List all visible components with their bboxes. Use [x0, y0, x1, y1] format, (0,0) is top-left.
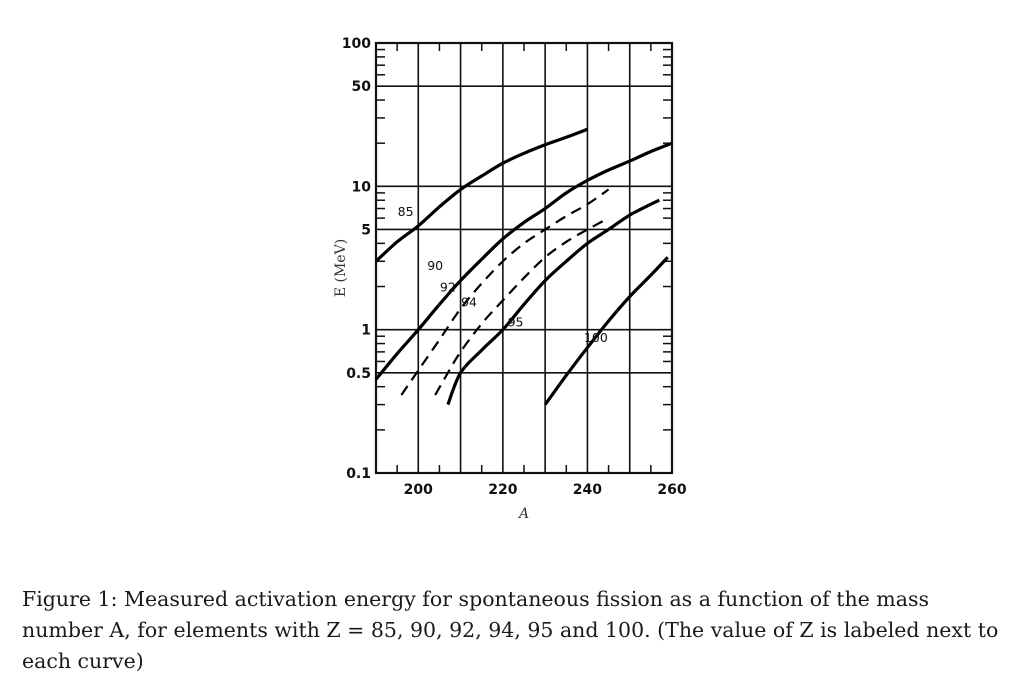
- y-tick-label: 0.5: [346, 366, 371, 382]
- tick-labels: 0.1 0.5 1 5 10 50 100 200 220 240 260: [342, 36, 687, 498]
- curve-z100: [543, 256, 669, 406]
- y-axis-title: E (MeV): [333, 239, 349, 297]
- y-tick-label: 1: [361, 323, 371, 339]
- curve-label-z92: 92: [440, 279, 456, 294]
- y-tick-label: 50: [352, 79, 372, 95]
- curve-z94: [434, 217, 610, 396]
- curve-label-z85: 85: [398, 204, 414, 219]
- x-axis-title: A: [517, 506, 529, 522]
- y-tick-label: 10: [352, 179, 372, 195]
- curve-label-z95: 95: [508, 315, 524, 330]
- grid-lines: [376, 43, 672, 473]
- x-tick-label: 200: [404, 482, 433, 498]
- y-tick-label: 5: [361, 222, 371, 238]
- curve-z95: [446, 198, 661, 406]
- curve-label-z94: 94: [461, 295, 477, 310]
- curve-z85: [374, 127, 588, 263]
- curve-z92: [400, 188, 610, 396]
- fission-energy-chart: 85 90 92 94 95 100 0.1 0.5 1 5 10 50 100 200 220 240 26…: [333, 36, 687, 522]
- plot-frame: [374, 41, 674, 475]
- x-tick-label: 260: [657, 482, 686, 498]
- axis-ticks: [376, 43, 672, 473]
- y-tick-label: 0.1: [346, 466, 371, 482]
- curves: 85 90 92 94 95 100: [374, 127, 673, 406]
- curve-label-z90: 90: [427, 258, 443, 273]
- x-tick-label: 240: [573, 482, 602, 498]
- curve-label-z100: 100: [584, 330, 608, 345]
- curve-z90: [374, 141, 673, 381]
- y-tick-label: 100: [342, 36, 371, 52]
- figure-caption: Figure 1: Measured activation energy for…: [22, 587, 999, 673]
- x-tick-label: 220: [488, 482, 517, 498]
